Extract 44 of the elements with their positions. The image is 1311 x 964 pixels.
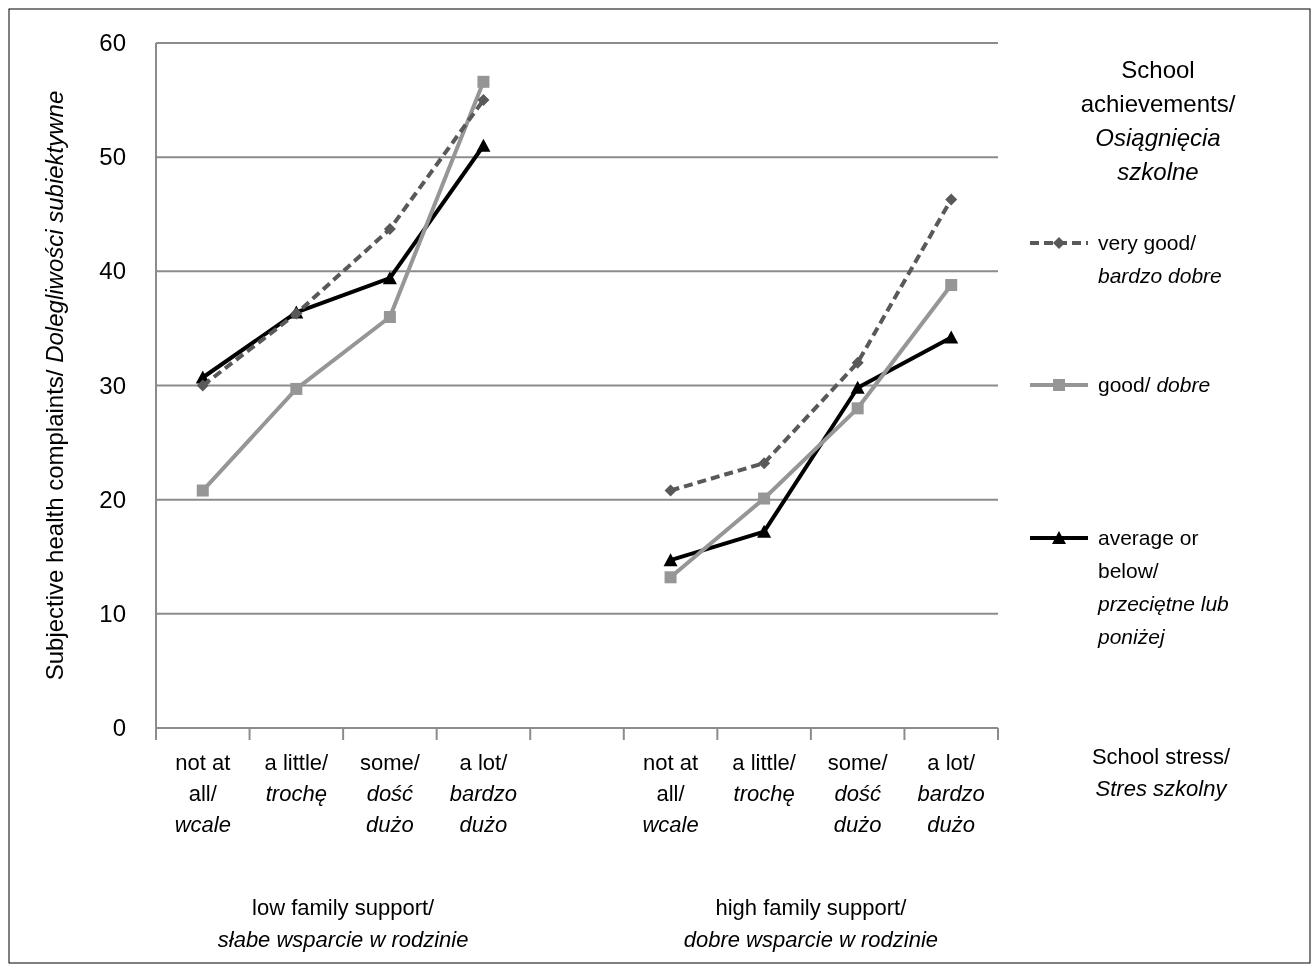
y-tick-label: 40: [99, 257, 126, 285]
point: [196, 379, 209, 392]
x-tick-label: a little/ trochę: [732, 750, 797, 806]
point: [477, 94, 490, 107]
legend-title: School achievements/ Osiągnięcia szkolne: [1080, 56, 1236, 185]
y-tick-label: 30: [99, 371, 126, 399]
point: [851, 402, 864, 415]
y-tick-label: 50: [99, 143, 126, 171]
x-axis-title: School stress/ Stres szkolny: [1091, 744, 1231, 801]
point: [477, 75, 490, 88]
x-tick-label: some/ dość dużo: [827, 750, 889, 837]
x-tick-label: a lot/ bardzo dużo: [449, 750, 518, 837]
point: [664, 571, 677, 584]
y-axis-title: Subjective health complaints/ Dolegliwości subiektywne: [41, 90, 68, 681]
point: [945, 193, 958, 206]
point: [758, 457, 771, 470]
legend-label: good/ dobre: [1098, 373, 1211, 396]
y-tick-label: 0: [112, 714, 126, 741]
x-tick-label: a lot/ bardzo dużo: [917, 750, 985, 837]
point: [945, 279, 958, 292]
point: [757, 524, 772, 538]
y-tick-label: 20: [99, 485, 126, 513]
legend-label: very good/ bardzo dobre: [1098, 231, 1222, 287]
text: low family support/ słabe wsparcie w rodzinie: [217, 895, 469, 952]
text: high family support/ dobre wsparcie w rodzinie: [683, 895, 939, 952]
point: [851, 356, 864, 369]
point: [758, 492, 771, 505]
x-tick-label: not at all/ wcale: [642, 750, 699, 837]
legend-label: average or below/ przeciętne lub poniżej: [1097, 526, 1230, 648]
x-tick-label: not at all/ wcale: [174, 750, 231, 837]
point: [382, 271, 397, 285]
point: [944, 330, 959, 344]
point: [196, 484, 209, 497]
point: [383, 223, 396, 236]
point: [476, 138, 491, 152]
point: [290, 382, 303, 395]
point: [383, 311, 396, 323]
point: [664, 484, 677, 497]
y-tick-label: 10: [99, 599, 126, 627]
point: [663, 553, 678, 567]
y-tick-label: 60: [99, 29, 126, 56]
x-tick-label: some/ dość dużo: [359, 750, 421, 837]
x-tick-label: a little/ trochę: [264, 750, 330, 806]
point: [850, 380, 865, 394]
